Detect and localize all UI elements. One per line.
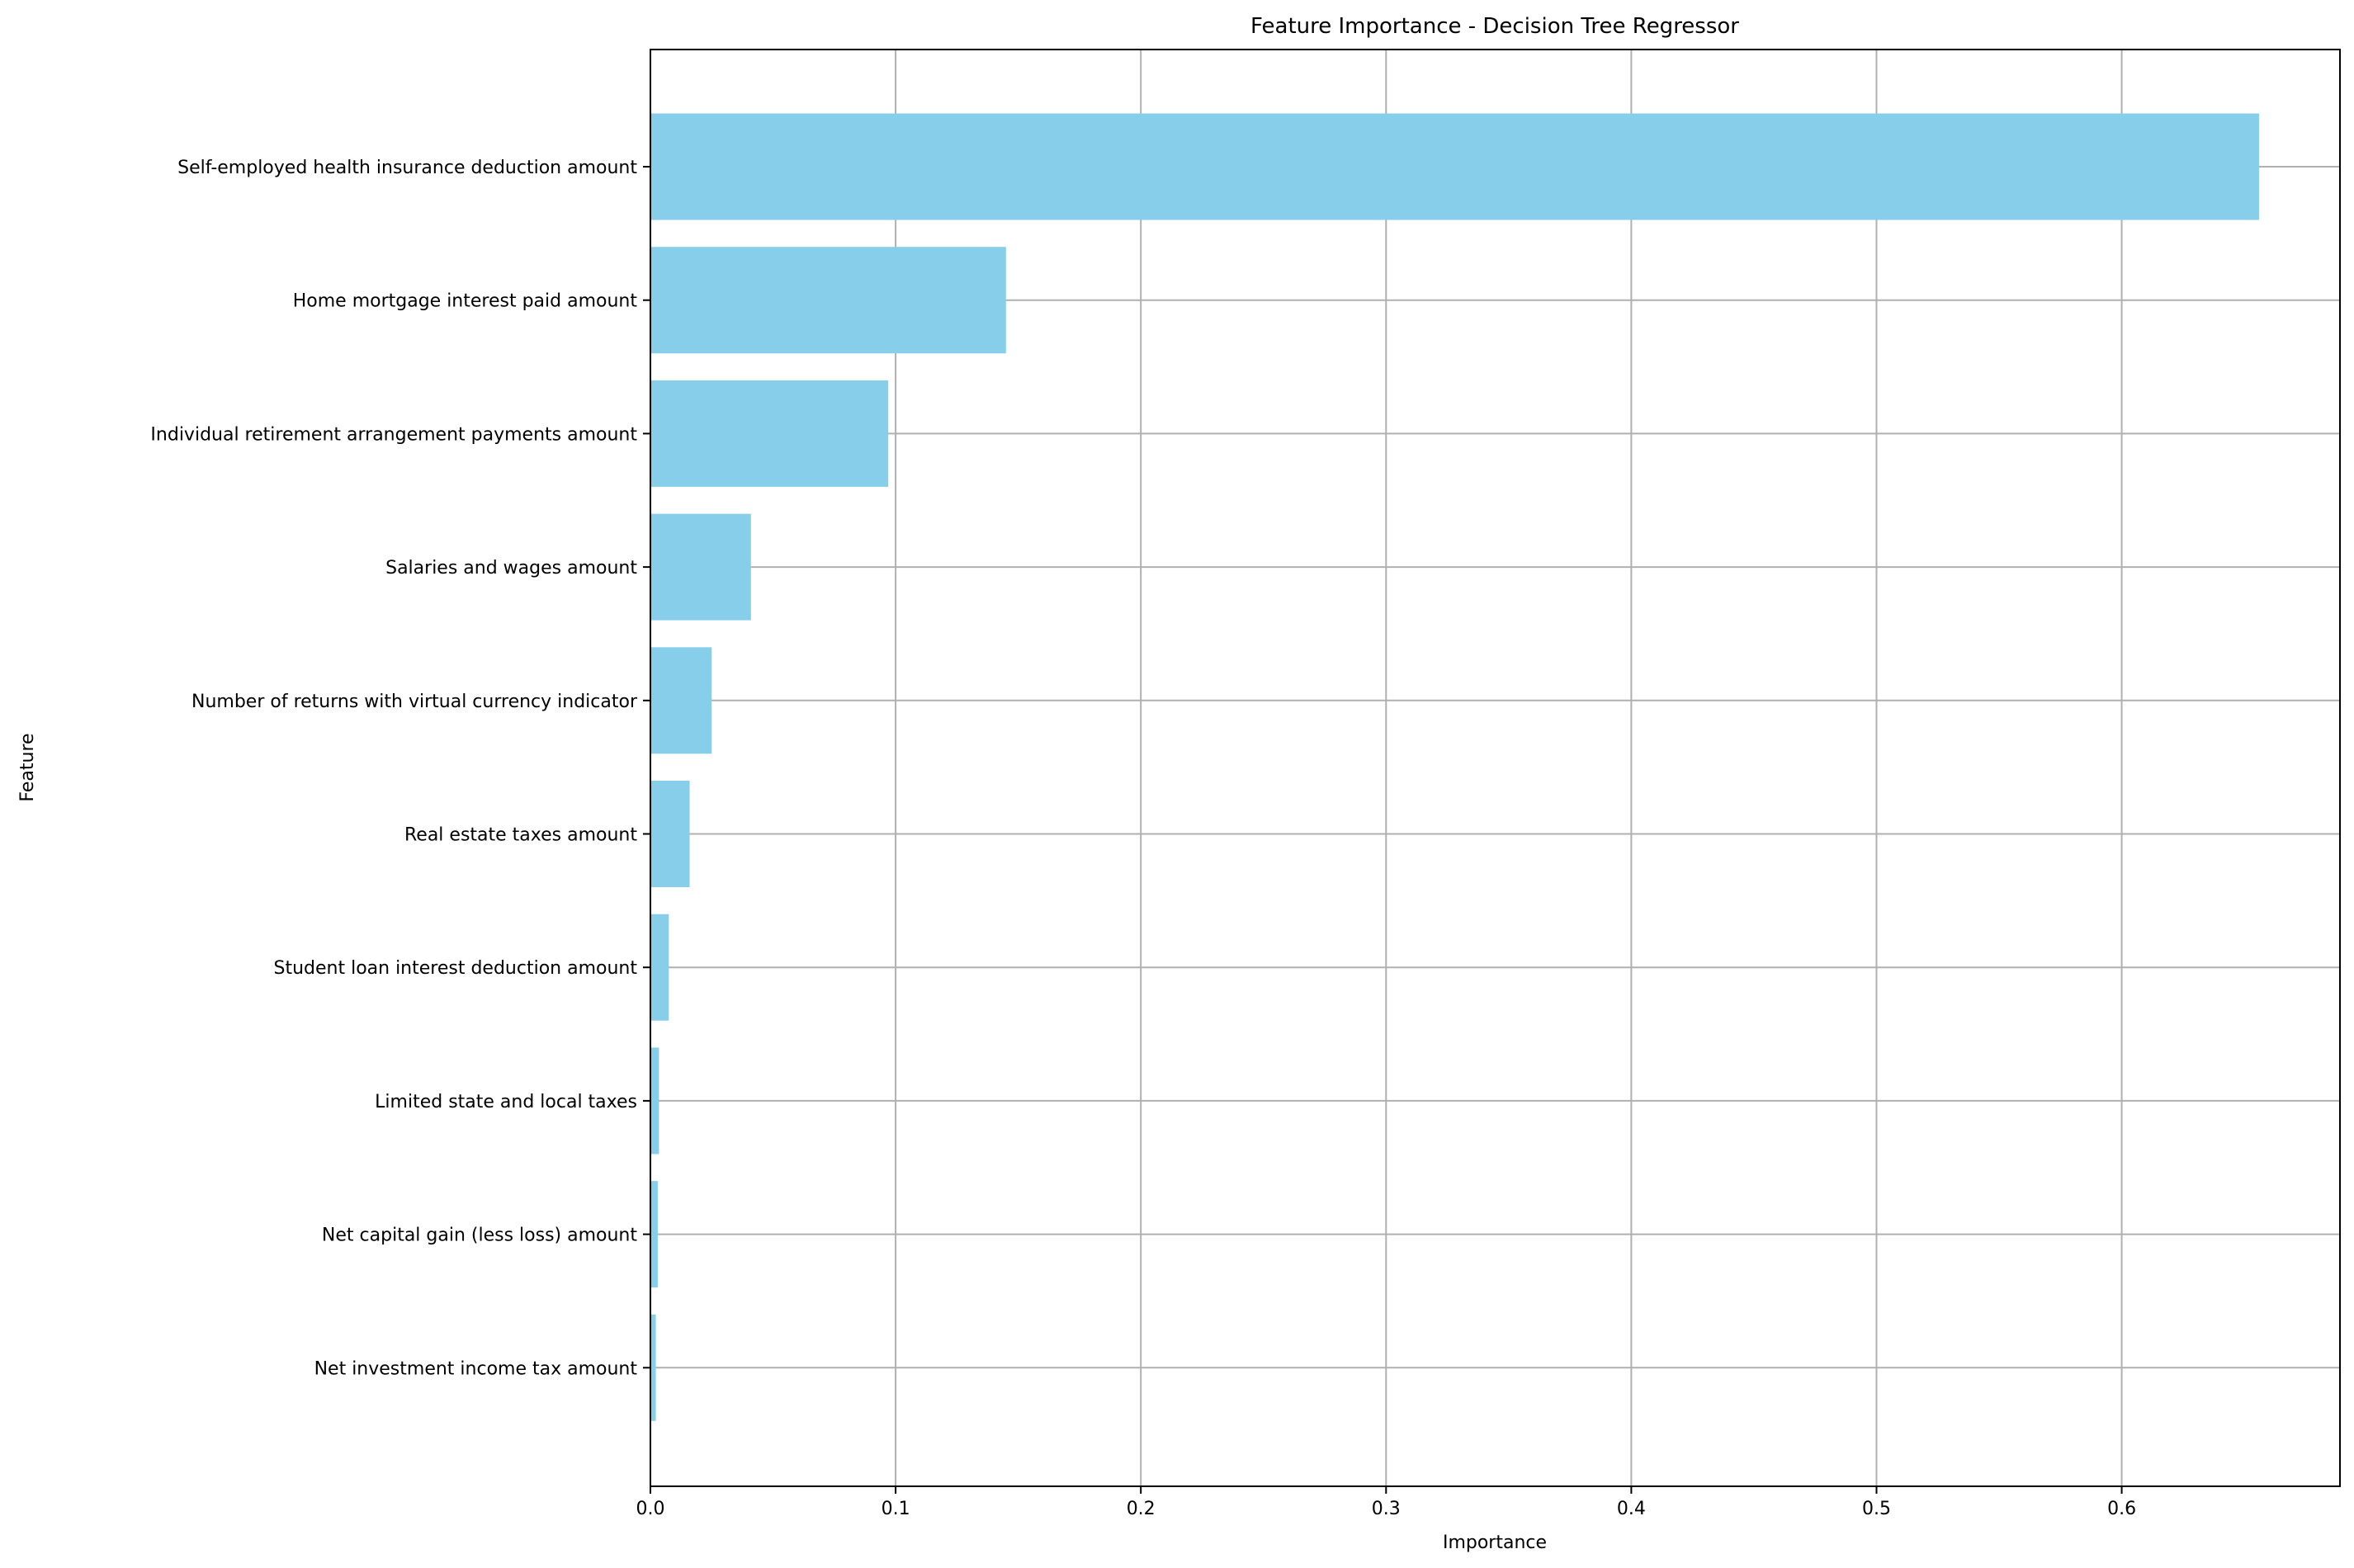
y-tick-label: Number of returns with virtual currency …	[191, 692, 638, 712]
chart-title: Feature Importance - Decision Tree Regre…	[1250, 14, 1739, 39]
plot-frame	[650, 49, 2341, 1487]
bar	[650, 247, 1006, 354]
x-tick-labels: 0.0 0.1 0.2 0.3 0.4 0.5 0.6	[636, 1486, 2136, 1519]
bar	[650, 1181, 658, 1288]
bar	[650, 1047, 659, 1155]
bar	[650, 781, 690, 887]
bars	[650, 113, 2259, 1421]
x-tick-label: 0.2	[1127, 1499, 1156, 1519]
bar	[650, 914, 669, 1021]
y-tick-label: Limited state and local taxes	[375, 1092, 637, 1112]
bar	[650, 380, 889, 487]
x-tick-label: 0.6	[2107, 1499, 2136, 1519]
y-tick-label: Student loan interest deduction amount	[273, 958, 637, 979]
grid-lines	[650, 50, 2340, 1486]
y-tick-label: Real estate taxes amount	[404, 825, 637, 846]
y-tick-labels: Self-employed health insurance deduction…	[150, 158, 650, 1379]
x-tick-label: 0.1	[882, 1499, 910, 1519]
y-tick-label: Individual retirement arrangement paymen…	[150, 424, 637, 445]
y-tick-label: Home mortgage interest paid amount	[293, 291, 638, 312]
y-tick-label: Net investment income tax amount	[314, 1358, 638, 1379]
y-tick-label: Self-employed health insurance deduction…	[177, 158, 637, 178]
x-tick-label: 0.4	[1617, 1499, 1646, 1519]
x-axis-label: Importance	[1443, 1533, 1547, 1553]
bar	[650, 1314, 656, 1421]
bar	[650, 113, 2259, 220]
x-tick-label: 0.0	[636, 1499, 665, 1519]
bar	[650, 647, 712, 754]
y-tick-label: Net capital gain (less loss) amount	[322, 1226, 637, 1246]
x-tick-label: 0.5	[1862, 1499, 1891, 1519]
bar	[650, 513, 751, 621]
x-tick-label: 0.3	[1372, 1499, 1401, 1519]
y-axis-label: Feature	[17, 733, 38, 801]
y-tick-label: Salaries and wages amount	[385, 558, 637, 579]
